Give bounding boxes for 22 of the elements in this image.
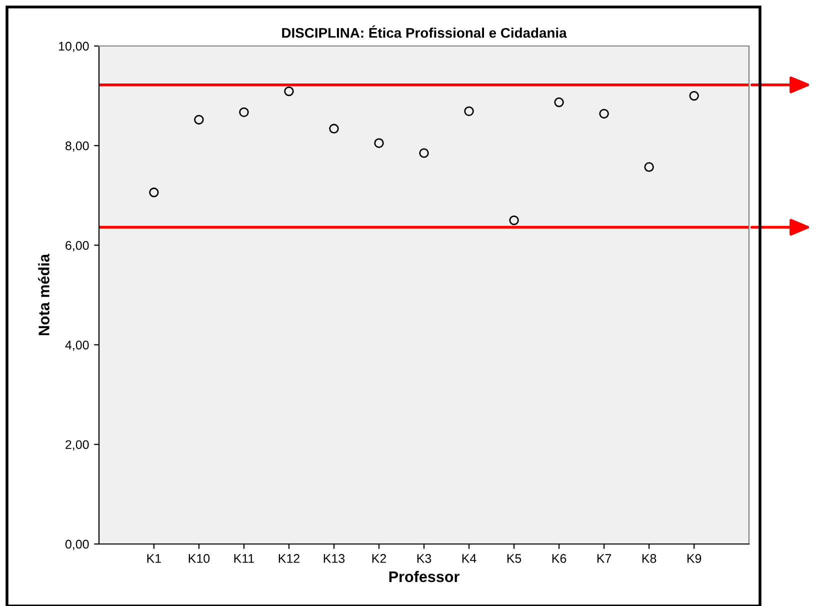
x-tick-label: K13 bbox=[324, 554, 345, 563]
x-tick-label: K11 bbox=[234, 554, 254, 563]
y-tick-label: 6,00 bbox=[66, 241, 89, 252]
x-tick-label: K4 bbox=[462, 554, 476, 563]
x-tick-label: K9 bbox=[687, 554, 702, 563]
y-tick-label: 0,00 bbox=[65, 540, 89, 550]
x-tick-label: K5 bbox=[507, 554, 522, 563]
x-tick-label: K12 bbox=[278, 554, 300, 563]
x-tick-label: K6 bbox=[552, 554, 566, 563]
y-tick-label: 2,00 bbox=[66, 440, 89, 451]
x-axis-title: Professor bbox=[389, 570, 460, 582]
x-tick-label: K1 bbox=[147, 554, 161, 563]
x-tick-label: K10 bbox=[188, 554, 210, 563]
x-tick-label: K2 bbox=[372, 554, 386, 563]
y-tick-label: 4,00 bbox=[65, 340, 89, 351]
y-tick-label: 10,00 bbox=[58, 42, 89, 52]
y-axis-title: Nota média bbox=[38, 254, 50, 336]
x-tick-label: K7 bbox=[597, 554, 612, 563]
chart-title: DISCIPLINA: Ética Profissional e Cidadania bbox=[282, 25, 567, 38]
x-tick-label: K8 bbox=[642, 554, 656, 563]
x-tick-label: K3 bbox=[417, 554, 432, 563]
y-tick-label: 8,00 bbox=[65, 141, 89, 152]
